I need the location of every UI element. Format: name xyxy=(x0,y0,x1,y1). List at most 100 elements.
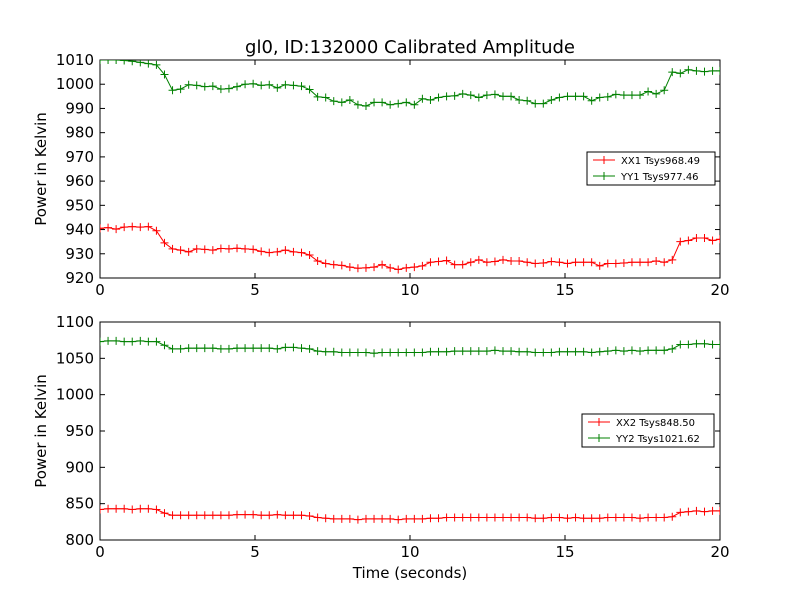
data-point xyxy=(708,66,717,75)
data-point xyxy=(321,259,330,268)
legend-label: YY2 Tsys1021.62 xyxy=(615,434,700,445)
data-point xyxy=(579,92,588,101)
data-point xyxy=(490,513,499,522)
data-point xyxy=(353,348,362,357)
data-point xyxy=(200,245,209,254)
data-point xyxy=(571,347,580,356)
data-point xyxy=(192,81,201,90)
data-point xyxy=(636,91,645,100)
y-tick-label: 930 xyxy=(65,245,94,263)
series-xx xyxy=(100,504,720,524)
data-point xyxy=(490,346,499,355)
data-point xyxy=(216,244,225,253)
data-point xyxy=(224,84,233,93)
data-point xyxy=(627,513,636,522)
data-point xyxy=(321,93,330,102)
data-point xyxy=(224,511,233,520)
x-tick-label: 5 xyxy=(250,281,260,299)
x-axis-label: Time (seconds) xyxy=(352,564,468,582)
data-point xyxy=(273,83,282,92)
data-point xyxy=(708,236,717,245)
data-point xyxy=(523,258,532,267)
data-point xyxy=(587,348,596,357)
data-point xyxy=(523,513,532,522)
legend-box xyxy=(581,413,715,448)
data-point xyxy=(434,93,443,102)
data-point xyxy=(257,81,266,90)
x-tick-label: 0 xyxy=(95,281,105,299)
data-point xyxy=(100,337,104,346)
data-point xyxy=(265,80,274,89)
data-point xyxy=(241,244,250,253)
data-point xyxy=(434,257,443,266)
data-point xyxy=(458,260,467,269)
data-point xyxy=(466,347,475,356)
data-point xyxy=(120,337,129,346)
x-tick-label: 0 xyxy=(95,543,105,561)
data-point xyxy=(160,509,169,518)
data-point xyxy=(474,347,483,356)
data-point xyxy=(265,511,274,520)
data-point xyxy=(345,263,354,272)
data-point xyxy=(547,513,556,522)
data-point xyxy=(507,257,516,266)
data-point xyxy=(684,236,693,245)
data-point xyxy=(466,258,475,267)
data-point xyxy=(410,348,419,357)
data-point xyxy=(619,258,628,267)
data-point xyxy=(458,89,467,98)
data-point xyxy=(281,80,290,89)
data-point xyxy=(410,100,419,109)
data-point xyxy=(160,238,169,247)
y-tick-label: 800 xyxy=(65,531,94,549)
y-tick-label: 1000 xyxy=(56,75,94,93)
data-point xyxy=(660,346,669,355)
data-point xyxy=(539,514,548,523)
data-point xyxy=(587,514,596,523)
legend-box xyxy=(586,151,716,186)
data-point xyxy=(208,246,217,255)
data-point xyxy=(507,347,516,356)
data-point xyxy=(184,511,193,520)
data-point xyxy=(426,514,435,523)
data-point xyxy=(450,347,459,356)
data-point xyxy=(289,247,298,256)
data-point xyxy=(313,257,322,266)
data-point xyxy=(563,92,572,101)
data-point xyxy=(442,256,451,265)
data-point xyxy=(176,344,185,353)
data-point xyxy=(644,513,653,522)
data-point xyxy=(450,260,459,269)
data-point xyxy=(555,513,564,522)
y-axis-label: Power in Kelvin xyxy=(32,112,50,226)
data-point xyxy=(200,511,209,520)
data-point xyxy=(257,344,266,353)
data-point xyxy=(257,247,266,256)
y-tick-label: 970 xyxy=(65,148,94,166)
data-point xyxy=(112,60,121,64)
data-point xyxy=(305,512,314,521)
y-tick-label: 960 xyxy=(65,172,94,190)
data-point xyxy=(450,513,459,522)
legend: XX1 Tsys968.49 YY1 Tsys977.46 xyxy=(586,151,716,186)
data-point xyxy=(660,513,669,522)
data-point xyxy=(104,504,113,513)
data-point xyxy=(418,514,427,523)
data-point xyxy=(499,255,507,264)
data-point xyxy=(128,505,137,514)
data-point xyxy=(241,510,250,519)
data-point xyxy=(144,60,153,68)
data-point xyxy=(442,347,451,356)
data-point xyxy=(482,513,491,522)
data-point xyxy=(539,99,548,108)
data-point xyxy=(571,92,580,101)
data-point xyxy=(652,346,661,355)
data-point xyxy=(112,225,121,234)
data-point xyxy=(603,92,612,101)
data-point xyxy=(555,93,564,102)
data-point xyxy=(128,222,137,231)
data-point xyxy=(273,247,282,256)
data-point xyxy=(386,100,395,109)
data-point xyxy=(482,347,491,356)
data-point xyxy=(361,263,370,272)
